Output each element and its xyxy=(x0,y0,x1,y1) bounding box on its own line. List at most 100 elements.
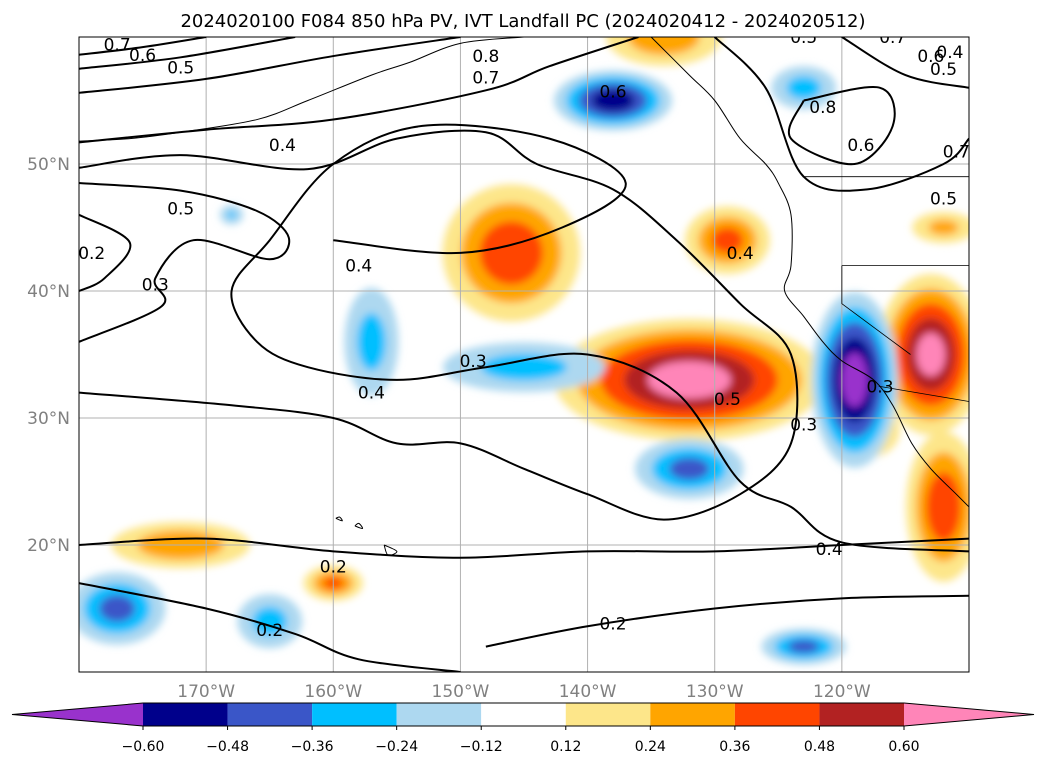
pc-anomaly-19 xyxy=(219,205,244,225)
pv-contour-label: 0.5 xyxy=(930,60,957,80)
pv-contour-label: 0.7 xyxy=(104,36,131,56)
x-tick-label: 130°W xyxy=(686,682,744,702)
pv-contour-label: 0.8 xyxy=(472,47,499,67)
colorbar-segment xyxy=(481,703,566,726)
pc-anomaly-11 xyxy=(811,291,898,468)
colorbar-tick-label: 0.12 xyxy=(550,739,581,755)
coastline-3 xyxy=(354,522,364,530)
pv-contour-label: 0.6 xyxy=(599,83,626,103)
chart-title: 2024020100 F084 850 hPa PV, IVT Landfall… xyxy=(180,11,865,32)
pv-contour-13 xyxy=(841,37,969,89)
x-tick-label: 160°W xyxy=(304,682,362,702)
border-1 xyxy=(878,385,969,402)
pv-contour-label: 0.2 xyxy=(320,558,347,578)
pv-contour-label: 0.2 xyxy=(256,621,283,641)
pv-contour-0 xyxy=(79,37,461,94)
pv-contour-label: 0.5 xyxy=(790,28,817,48)
x-tick-label: 170°W xyxy=(177,682,235,702)
pc-band-3-4 xyxy=(916,332,946,377)
x-tick-label: 140°W xyxy=(559,682,617,702)
pv-contour-6 xyxy=(79,213,132,292)
pv-contour-9 xyxy=(79,582,461,672)
colorbar-tick-label: 0.24 xyxy=(635,739,666,755)
colorbar-segment xyxy=(565,703,651,726)
pc-band-17-2 xyxy=(788,639,820,654)
pv-contour-label: 0.4 xyxy=(358,384,385,404)
axis-tick-layer: 170°W 160°W 150°W 140°W 130°W 120°W 20°N 30°N 40… xyxy=(27,155,871,702)
colorbar-segment xyxy=(396,703,482,726)
pv-contour-label: 0.2 xyxy=(78,244,105,264)
pv-contour-5 xyxy=(79,182,291,343)
pv-contour-label: 0.2 xyxy=(599,615,626,635)
pc-anomaly-3 xyxy=(877,274,969,435)
pv-contour-label: 0.4 xyxy=(936,43,963,63)
pv-contour-label: 0.5 xyxy=(930,189,957,209)
pv-contour-label: 0.5 xyxy=(167,199,194,219)
pc-anomaly-16 xyxy=(237,594,303,649)
y-tick-label: 50°N xyxy=(27,155,70,175)
pc-anomaly-17 xyxy=(761,628,846,665)
pv-contour-7 xyxy=(230,123,969,553)
pv-contour-label: 0.6 xyxy=(847,136,874,156)
map-frame xyxy=(78,36,970,673)
pv-contour-4 xyxy=(79,129,799,521)
coastline-layer xyxy=(79,37,969,556)
colorbar-tick-label: −0.36 xyxy=(291,739,334,755)
pv-contour-label: 0.6 xyxy=(129,46,156,66)
colorbar-tick-label: 0.60 xyxy=(888,739,919,755)
pc-blobs xyxy=(79,37,969,665)
pc-band-11-4 xyxy=(841,352,868,407)
pc-anomaly-2 xyxy=(553,319,825,441)
x-tick-label: 120°W xyxy=(813,682,871,702)
pc-anomaly-6 xyxy=(606,37,722,66)
y-tick-label: 20°N xyxy=(27,536,70,556)
pc-anomaly-15 xyxy=(79,572,166,645)
pc-band-7-1 xyxy=(928,220,959,235)
x-tick-label: 150°W xyxy=(432,682,490,702)
pc-anomaly-7 xyxy=(912,211,969,244)
pv-contour-label: 0.5 xyxy=(167,58,194,78)
pv-contour-label-layer: 0.70.60.50.80.70.60.40.50.20.30.40.40.30… xyxy=(78,28,970,641)
coastline-2 xyxy=(383,544,398,556)
colorbar-tick-label: 0.36 xyxy=(719,739,750,755)
pv-contour-layer xyxy=(79,37,969,672)
colorbar-tick-label: 0.48 xyxy=(804,739,835,755)
pv-contour-label: 0.8 xyxy=(809,98,836,118)
pc-shading-layer xyxy=(79,37,969,665)
pv-contour-label: 0.3 xyxy=(460,352,487,372)
pv-contour-1 xyxy=(79,37,296,70)
pc-band-18-1 xyxy=(786,76,821,100)
pc-anomaly-1 xyxy=(685,206,770,274)
colorbar-tick-label: −0.24 xyxy=(375,739,418,755)
colorbar-tick-label: −0.48 xyxy=(206,739,249,755)
pc-band-19-1 xyxy=(227,211,236,219)
pv-contour-label: 0.4 xyxy=(816,540,843,560)
colorbar-segment xyxy=(819,703,904,726)
colorbar-tick-label: −0.60 xyxy=(122,739,165,755)
coastline-0 xyxy=(650,37,969,508)
pv-contour-10 xyxy=(485,594,969,648)
colorbar-segment xyxy=(650,703,735,726)
pv-contour-3 xyxy=(79,37,639,144)
pc-band-6-1 xyxy=(627,37,700,55)
pv-contour-label: 0.4 xyxy=(345,257,372,277)
pc-anomaly-10 xyxy=(553,70,673,131)
pv-contour-2 xyxy=(79,37,207,56)
pc-band-13-1 xyxy=(481,354,567,381)
coastline-4 xyxy=(335,516,343,522)
pv-contour-label: 0.3 xyxy=(866,377,893,397)
pc-band-10-3 xyxy=(591,89,635,112)
colorbar-segment xyxy=(227,703,313,726)
y-tick-label: 40°N xyxy=(27,282,70,302)
pv-contour-label: 0.3 xyxy=(142,276,169,296)
pv-contour-11 xyxy=(788,86,896,166)
pc-anomaly-0 xyxy=(442,184,581,322)
pv-contour-label: 0.4 xyxy=(727,244,754,264)
y-tick-label: 30°N xyxy=(27,409,70,429)
pc-band-12-2 xyxy=(669,457,710,480)
pc-band-2-4 xyxy=(647,361,731,399)
pc-anomaly-4 xyxy=(906,431,969,582)
pv-contour-label: 0.7 xyxy=(943,142,970,162)
border-3 xyxy=(841,265,911,355)
colorbar: −0.60 −0.48 −0.36 −0.24 −0.12 0.12 0.24 0.36 0.4… xyxy=(11,702,1035,755)
